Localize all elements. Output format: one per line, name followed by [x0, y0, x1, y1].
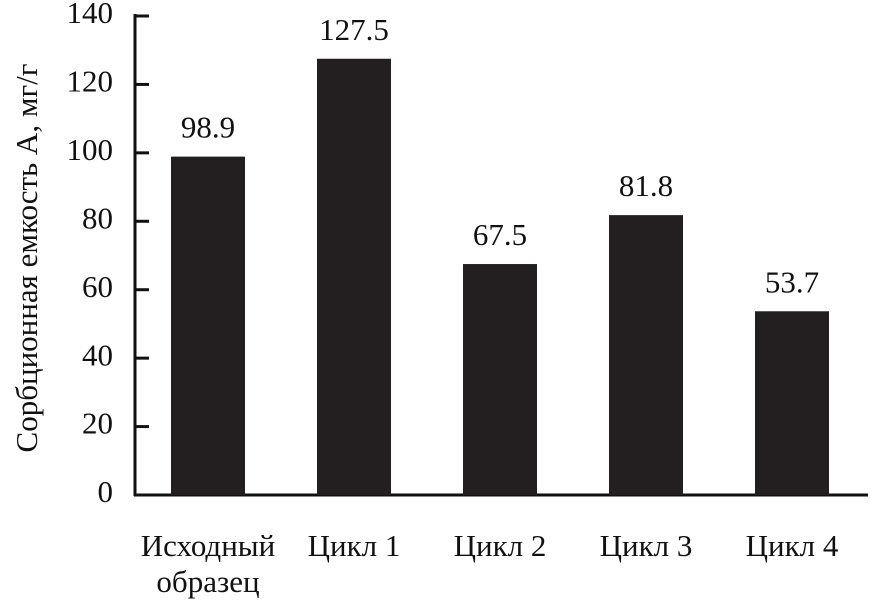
value-label: 127.5 — [319, 12, 389, 47]
x-tick-label: Исходный образец — [140, 528, 276, 599]
y-tick-label: 0 — [98, 474, 114, 509]
bar — [171, 156, 245, 495]
y-tick-label: 40 — [82, 337, 113, 372]
y-tick-label: 140 — [67, 0, 114, 30]
x-tick-label: Цикл 3 — [599, 528, 693, 563]
value-label: 81.8 — [619, 168, 673, 203]
bar — [755, 311, 829, 495]
value-label: 53.7 — [765, 264, 819, 299]
bar — [317, 58, 391, 496]
bar — [463, 264, 537, 495]
y-tick-label: 100 — [67, 132, 114, 167]
x-tick-label: Цикл 2 — [453, 528, 547, 563]
y-tick-label: 60 — [82, 269, 113, 304]
bar — [609, 215, 683, 495]
y-tick-label: 80 — [82, 200, 113, 235]
x-tick-label: Цикл 4 — [745, 528, 839, 563]
y-tick-label: 120 — [67, 64, 114, 99]
y-tick-label: 20 — [82, 406, 113, 441]
y-axis-label: Сорбционная емкость А, мг/г — [9, 64, 44, 453]
value-label: 98.9 — [181, 110, 235, 145]
value-label: 67.5 — [473, 217, 527, 252]
x-tick-label: Цикл 1 — [307, 528, 401, 563]
